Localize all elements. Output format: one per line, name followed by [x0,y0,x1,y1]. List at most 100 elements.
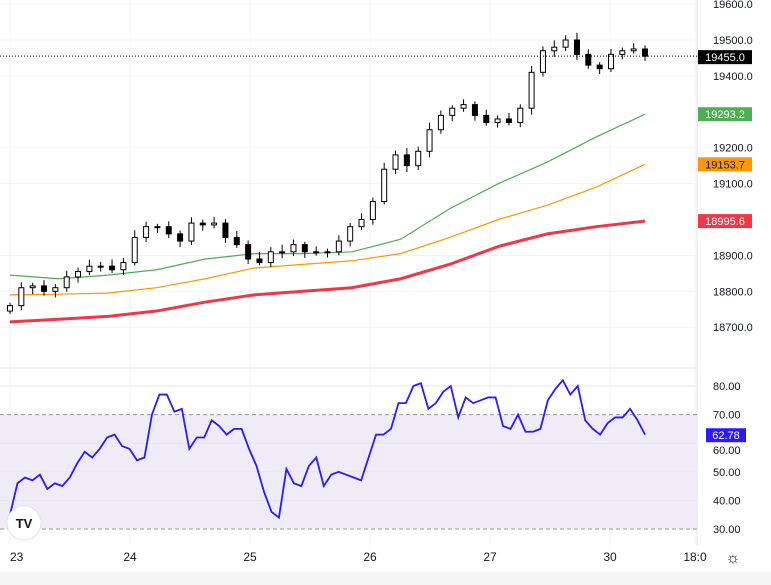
candle-body [154,226,161,229]
candle-body [562,39,569,48]
candle-body [642,48,648,57]
candle-body [63,276,70,289]
ma-price-label: 19293.2 [705,109,745,121]
rsi-value-tag [706,428,746,443]
candle [517,104,524,128]
candle-body [505,118,512,124]
ma-line-2 [9,219,646,324]
candle [539,46,546,77]
rsi-tick-label: 40.00 [713,495,741,507]
time-tick-label: 18:0 [683,550,707,564]
time-tick-label: 26 [363,550,377,564]
candle [381,162,388,205]
candle-body [403,154,410,167]
ma-price-label: 19153.7 [705,159,745,171]
candle [279,244,286,259]
candle [551,40,558,57]
price-tick-label: 18900.0 [713,250,753,262]
rsi-tick-label: 80.00 [713,381,741,393]
price-tick-label: 19100.0 [713,179,753,191]
candle-body [607,53,614,70]
candle [392,150,399,174]
candle-body [324,251,331,254]
candle-body [392,154,399,170]
settings-gear-icon[interactable]: ☼ [726,550,741,567]
candle-body [222,222,229,238]
candle-body [347,226,354,242]
price-tick-label: 19200.0 [713,143,753,155]
rsi-value-label: 62.78 [712,430,740,442]
candle-body [483,114,490,124]
candle [120,257,127,275]
candle [585,49,592,69]
candle-body [29,285,36,289]
candle-body [619,50,626,55]
candle-body [199,222,206,226]
candle-body [369,201,376,221]
candle [619,47,626,60]
candle [256,252,263,266]
candle-body [52,287,59,292]
candle-body [86,265,93,273]
candle [222,219,229,243]
candle [301,241,308,258]
candle-body [290,244,297,253]
candle [630,43,637,54]
candle [358,213,365,230]
candle-body [460,104,467,109]
candle [211,216,218,229]
time-tick-label: 25 [243,550,257,564]
time-tick-label: 27 [483,550,497,564]
candle [449,105,456,122]
candle-body [551,46,558,52]
time-tick-label: 24 [123,550,137,564]
price-tick-label: 19500.0 [713,35,753,47]
candle-body [165,226,172,235]
candle-body [313,251,320,254]
candle [437,110,444,134]
time-tick-label: 23 [10,550,24,564]
candle [369,197,376,225]
candle-body [415,150,422,167]
ma-price-label: 18995.6 [705,216,745,228]
candle [460,99,467,112]
candle [233,230,240,248]
candle [154,223,161,234]
candle [177,230,184,248]
candle-body [120,262,127,271]
last-price-label: 19455.0 [705,52,745,64]
rsi-tick-label: 30.00 [713,524,741,536]
candle-body [109,265,116,271]
candle [596,62,603,75]
rsi-line [9,378,646,520]
footer-bar [0,572,771,585]
last-price-tag [698,50,752,65]
candle [562,35,569,52]
candle [313,246,320,256]
candle [494,115,501,128]
candle-body [449,107,456,116]
candle [245,240,252,265]
candle-body [18,287,25,307]
candle [131,230,138,266]
candle-body [177,233,184,242]
candle-body [494,118,501,124]
candle-body [279,251,286,254]
candle [109,259,116,273]
candle-body [585,53,592,66]
candle-body [573,39,580,55]
logo-circle [6,505,42,541]
candle-body [75,271,82,278]
candle-body [256,258,263,264]
rsi-tick-label: 70.00 [713,410,741,422]
candle [188,217,195,245]
price-tick-label: 18800.0 [713,286,753,298]
candle-body [471,104,478,116]
candle-body [245,244,252,260]
candle [97,261,104,272]
candle-body [131,236,138,264]
candle-body [211,222,218,226]
candle-body [539,50,546,73]
candle [52,284,59,298]
